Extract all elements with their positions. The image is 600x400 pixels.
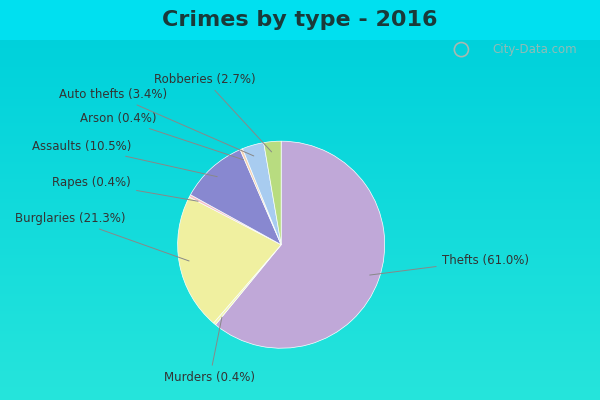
Wedge shape <box>214 245 281 325</box>
Text: Murders (0.4%): Murders (0.4%) <box>164 317 255 384</box>
Text: Rapes (0.4%): Rapes (0.4%) <box>52 176 198 201</box>
Text: Thefts (61.0%): Thefts (61.0%) <box>370 254 529 275</box>
Wedge shape <box>264 141 281 245</box>
Text: Arson (0.4%): Arson (0.4%) <box>80 112 244 160</box>
Text: Robberies (2.7%): Robberies (2.7%) <box>154 72 272 152</box>
Text: Assaults (10.5%): Assaults (10.5%) <box>32 140 217 177</box>
Wedge shape <box>189 195 281 245</box>
Text: Auto thefts (3.4%): Auto thefts (3.4%) <box>59 88 254 156</box>
Text: Crimes by type - 2016: Crimes by type - 2016 <box>162 10 438 30</box>
Wedge shape <box>240 149 281 245</box>
Text: City-Data.com: City-Data.com <box>492 44 577 56</box>
Text: Burglaries (21.3%): Burglaries (21.3%) <box>16 212 189 261</box>
Wedge shape <box>215 141 385 348</box>
Wedge shape <box>191 150 281 245</box>
Wedge shape <box>178 197 281 323</box>
Wedge shape <box>242 143 281 245</box>
